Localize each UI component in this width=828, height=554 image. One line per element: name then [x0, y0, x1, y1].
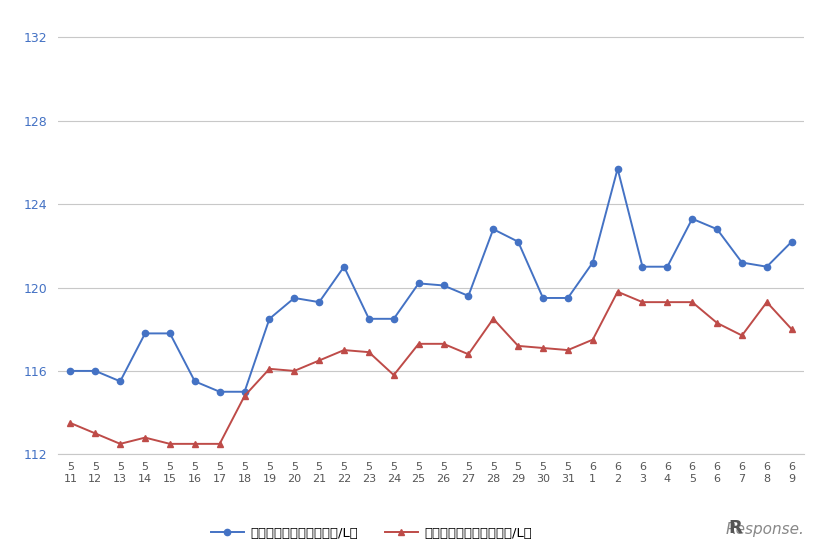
レギュラー看板価格（円/L）	[587, 259, 597, 266]
レギュラー実売価格（円/L）	[662, 299, 672, 305]
レギュラー看板価格（円/L）	[662, 263, 672, 270]
レギュラー看板価格（円/L）	[513, 238, 522, 245]
レギュラー看板価格（円/L）	[562, 295, 572, 301]
レギュラー看板価格（円/L）	[388, 315, 398, 322]
レギュラー看板価格（円/L）	[786, 238, 796, 245]
レギュラー看板価格（円/L）	[686, 216, 696, 222]
レギュラー実売価格（円/L）	[488, 315, 498, 322]
レギュラー実売価格（円/L）	[65, 420, 75, 427]
レギュラー実売価格（円/L）	[637, 299, 647, 305]
レギュラー看板価格（円/L）	[488, 226, 498, 233]
レギュラー実売価格（円/L）	[686, 299, 696, 305]
レギュラー実売価格（円/L）	[786, 326, 796, 332]
レギュラー実売価格（円/L）	[239, 393, 249, 399]
レギュラー実売価格（円/L）	[140, 434, 150, 441]
Text: Response.: Response.	[724, 522, 803, 537]
レギュラー看板価格（円/L）	[637, 263, 647, 270]
レギュラー看板価格（円/L）	[339, 263, 349, 270]
レギュラー実売価格（円/L）	[513, 342, 522, 349]
レギュラー実売価格（円/L）	[612, 289, 622, 295]
レギュラー看板価格（円/L）	[264, 315, 274, 322]
レギュラー看板価格（円/L）	[289, 295, 299, 301]
レギュラー看板価格（円/L）	[65, 368, 75, 375]
レギュラー看板価格（円/L）	[736, 259, 746, 266]
レギュラー看板価格（円/L）	[537, 295, 547, 301]
レギュラー看板価格（円/L）	[438, 282, 448, 289]
レギュラー実売価格（円/L）	[190, 440, 200, 447]
レギュラー看板価格（円/L）	[363, 315, 373, 322]
レギュラー看板価格（円/L）	[214, 388, 224, 395]
レギュラー実売価格（円/L）	[339, 347, 349, 353]
レギュラー実売価格（円/L）	[264, 366, 274, 372]
レギュラー看板価格（円/L）	[413, 280, 423, 287]
レギュラー実売価格（円/L）	[562, 347, 572, 353]
レギュラー実売価格（円/L）	[363, 349, 373, 356]
Text: R: R	[727, 520, 741, 537]
レギュラー看板価格（円/L）	[711, 226, 721, 233]
レギュラー看板価格（円/L）	[90, 368, 100, 375]
レギュラー実売価格（円/L）	[314, 357, 324, 364]
レギュラー実売価格（円/L）	[214, 440, 224, 447]
レギュラー看板価格（円/L）	[761, 263, 771, 270]
レギュラー実売価格（円/L）	[413, 341, 423, 347]
レギュラー実売価格（円/L）	[761, 299, 771, 305]
レギュラー看板価格（円/L）	[165, 330, 175, 337]
レギュラー看板価格（円/L）	[612, 166, 622, 172]
レギュラー実売価格（円/L）	[388, 372, 398, 378]
Legend: レギュラー看板価格（円/L）, レギュラー実売価格（円/L）: レギュラー看板価格（円/L）, レギュラー実売価格（円/L）	[210, 526, 532, 540]
レギュラー実売価格（円/L）	[165, 440, 175, 447]
レギュラー実売価格（円/L）	[711, 320, 721, 326]
レギュラー実売価格（円/L）	[587, 336, 597, 343]
レギュラー看板価格（円/L）	[463, 293, 473, 299]
レギュラー実売価格（円/L）	[736, 332, 746, 339]
レギュラー看板価格（円/L）	[239, 388, 249, 395]
レギュラー実売価格（円/L）	[463, 351, 473, 357]
レギュラー実売価格（円/L）	[115, 440, 125, 447]
Line: レギュラー看板価格（円/L）: レギュラー看板価格（円/L）	[67, 166, 794, 395]
レギュラー実売価格（円/L）	[438, 341, 448, 347]
レギュラー看板価格（円/L）	[140, 330, 150, 337]
レギュラー看板価格（円/L）	[190, 378, 200, 384]
レギュラー看板価格（円/L）	[314, 299, 324, 305]
レギュラー実売価格（円/L）	[289, 368, 299, 375]
レギュラー実売価格（円/L）	[90, 430, 100, 437]
Line: レギュラー実売価格（円/L）: レギュラー実売価格（円/L）	[67, 289, 794, 447]
レギュラー実売価格（円/L）	[537, 345, 547, 351]
レギュラー看板価格（円/L）	[115, 378, 125, 384]
